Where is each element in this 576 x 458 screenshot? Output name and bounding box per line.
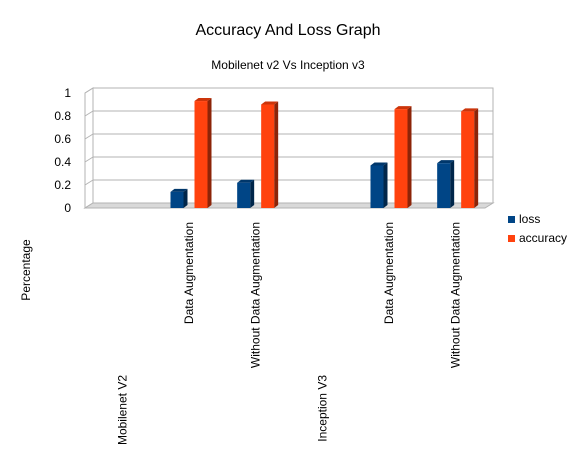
y-tick-label: 0.2 [54, 178, 71, 192]
legend-swatch-loss [508, 216, 515, 223]
gridline-side [84, 87, 94, 94]
legend-label-loss: loss [519, 212, 540, 226]
y-tick-label: 0.6 [54, 132, 71, 146]
bar-loss [370, 162, 388, 208]
legend: loss accuracy [508, 212, 567, 245]
y-tick-label: 1 [64, 86, 71, 100]
chart-subtitle: Mobilenet v2 Vs Inception v3 [211, 58, 365, 72]
bar-loss [237, 179, 255, 208]
bar-front [394, 109, 408, 208]
bar-front [461, 111, 475, 208]
bar-top [461, 108, 479, 112]
plot-floor [83, 202, 495, 209]
x-tick-label: Data Augmentation [182, 222, 196, 324]
bar-front [194, 101, 208, 208]
bar-loss [170, 188, 188, 208]
bar-side [474, 108, 479, 208]
gridline-side [84, 179, 94, 186]
bar-side [407, 106, 412, 208]
x-tick-label: Data Augmentation [382, 222, 396, 324]
bar-side [183, 188, 188, 208]
plot-side-wall [84, 87, 94, 209]
y-tick-label: 0.4 [54, 155, 71, 169]
bar-side [450, 160, 455, 208]
bar-top [394, 106, 412, 110]
bar-front [261, 104, 275, 208]
bar-front [170, 191, 184, 208]
bar-top [170, 188, 188, 192]
y-axis-label: Percentage [19, 239, 33, 301]
x-group-label: Mobilenet V2 [115, 375, 129, 445]
bar-top [437, 160, 455, 164]
bar-side [383, 162, 388, 208]
y-tick-label: 0.8 [54, 109, 71, 123]
bar-front [370, 165, 384, 208]
bar-side [207, 98, 212, 208]
gridline-side [84, 156, 94, 163]
bar-front [437, 163, 451, 208]
bar-top [370, 162, 388, 166]
bar-top [194, 98, 212, 102]
bar-accuracy [461, 108, 479, 208]
bar-front [237, 182, 251, 208]
plot-back-wall [92, 87, 494, 204]
legend-label-accuracy: accuracy [519, 231, 567, 245]
gridline-side [84, 133, 94, 140]
x-group-label: Inception V3 [315, 375, 329, 442]
chart-title: Accuracy And Loss Graph [196, 22, 381, 39]
bar-side [250, 179, 255, 208]
bar-top [237, 179, 255, 183]
x-tick-label: Without Data Augmentation [249, 222, 263, 368]
bar-loss [437, 160, 455, 208]
gridline-side [84, 110, 94, 117]
bar-top [261, 101, 279, 105]
bar-side [274, 101, 279, 208]
legend-swatch-accuracy [508, 235, 515, 242]
y-tick-label: 0 [64, 201, 71, 215]
x-tick-label: Without Data Augmentation [449, 222, 463, 368]
bar-accuracy [194, 98, 212, 208]
bar-accuracy [394, 106, 412, 208]
bar-accuracy [261, 101, 279, 208]
